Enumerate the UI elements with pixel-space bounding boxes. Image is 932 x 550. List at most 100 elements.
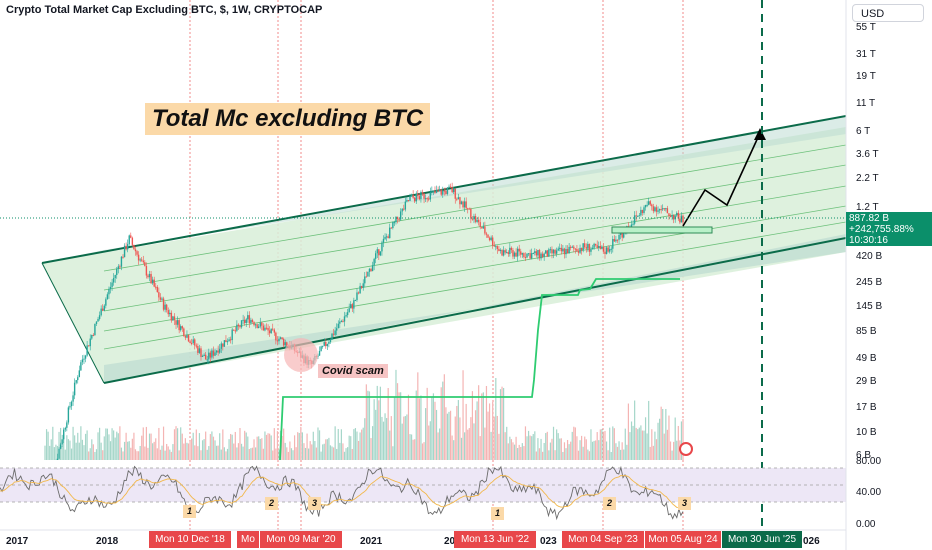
candle-body (677, 212, 680, 219)
volume-bar (361, 429, 363, 460)
alert-icon[interactable] (679, 442, 693, 456)
volume-bar (303, 443, 305, 460)
candle-body (180, 326, 182, 331)
candle-body (390, 227, 392, 229)
candle-body (417, 193, 419, 197)
candle-body (195, 345, 198, 347)
volume-bar (201, 440, 204, 460)
volume-bar (400, 392, 402, 460)
candle-body (485, 233, 488, 235)
volume-bar (56, 445, 59, 460)
volume-bar (638, 427, 640, 460)
indicator-step-line (279, 278, 680, 460)
candle-body (501, 249, 503, 256)
volume-bar (649, 446, 651, 460)
date-label-6: Mon 05 Aug '24 (645, 531, 721, 548)
candle-body (499, 249, 502, 251)
volume-bar (287, 451, 289, 460)
volume-bar (192, 432, 194, 460)
candle-body (229, 339, 232, 341)
volume-bar (604, 430, 606, 460)
volume-bar (102, 450, 104, 460)
volume-bar (492, 401, 494, 460)
candle-body (223, 340, 226, 347)
volume-bar (379, 386, 381, 460)
candle-body (666, 208, 669, 214)
candle-body (362, 283, 364, 288)
candle-body (106, 294, 109, 300)
volume-bar (540, 438, 542, 460)
volume-bar (66, 435, 68, 460)
volume-bar (429, 421, 431, 460)
candle-body (97, 318, 99, 322)
volume-bar (289, 441, 291, 460)
volume-bar (415, 390, 417, 460)
volume-bar (449, 410, 452, 460)
candle-body (421, 191, 424, 194)
candle-body (225, 340, 227, 343)
candle-body (331, 333, 333, 340)
candle-body (165, 304, 168, 311)
candle-body (155, 286, 157, 288)
volume-bar (348, 435, 350, 460)
candle-body (370, 268, 372, 272)
volume-bar (554, 450, 556, 460)
candle-body (655, 207, 658, 212)
candle-body (233, 329, 235, 331)
candle-body (215, 350, 218, 353)
candle-body (173, 316, 176, 321)
candle-body (250, 319, 252, 323)
volume-bar (105, 428, 107, 460)
volume-bar (265, 434, 268, 460)
volume-bar (122, 451, 124, 460)
candle-body (125, 245, 127, 250)
candle-body (357, 292, 360, 294)
candle-body (128, 235, 130, 245)
y-tick-label: 245 B (856, 277, 882, 288)
candle-body (496, 246, 499, 249)
candle-body (487, 234, 489, 238)
candle-body (243, 319, 246, 323)
candle-body (577, 251, 580, 253)
volume-bar (253, 439, 255, 460)
candle-body (73, 382, 76, 396)
candle-body (317, 355, 319, 357)
candle-body (576, 249, 578, 252)
candle-body (332, 333, 335, 335)
candle-body (64, 427, 66, 430)
candle-body (176, 320, 179, 325)
candle-body (515, 252, 517, 257)
volume-bar (476, 401, 478, 460)
volume-bar (635, 427, 637, 460)
candle-body (588, 243, 591, 252)
volume-bar (668, 415, 670, 460)
volume-bar (53, 447, 55, 460)
volume-bar (657, 422, 659, 460)
volume-bar (598, 440, 600, 460)
volume-bar (665, 408, 667, 460)
volume-bar (217, 445, 219, 460)
volume-bar (517, 448, 519, 460)
candle-body (44, 506, 45, 508)
volume-bar (632, 425, 634, 460)
volume-bar (549, 442, 552, 460)
candle-body (126, 244, 129, 250)
volume-bar (548, 450, 550, 460)
volume-bar (599, 429, 601, 460)
candle-body (325, 342, 327, 347)
volume-bar (247, 436, 249, 460)
volume-bar (535, 451, 537, 460)
currency-button[interactable]: USD (852, 4, 924, 22)
candle-body (406, 200, 408, 202)
channel-fib-lines (103, 144, 846, 350)
volume-bar (621, 442, 623, 460)
volume-bar (573, 426, 575, 460)
candle-body (565, 249, 567, 255)
volume-bar (187, 443, 190, 460)
candle-body (407, 200, 410, 202)
channel-lower-line (103, 237, 846, 384)
candle-body (59, 444, 62, 449)
candle-body (190, 343, 193, 345)
candle-body (605, 247, 608, 254)
volume-bar (410, 434, 413, 460)
